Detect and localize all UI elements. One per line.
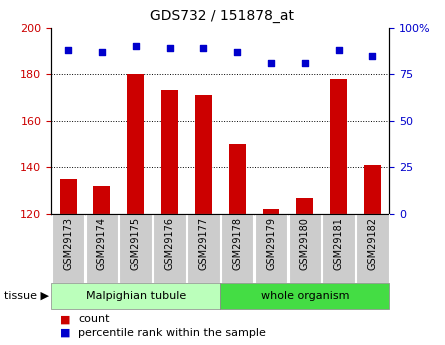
Text: GSM29176: GSM29176 xyxy=(165,217,174,270)
Bar xyxy=(364,165,381,214)
Text: whole organism: whole organism xyxy=(261,291,349,301)
Bar xyxy=(127,74,144,214)
Text: GSM29179: GSM29179 xyxy=(266,217,276,270)
Bar xyxy=(330,79,347,214)
Text: GSM29180: GSM29180 xyxy=(300,217,310,270)
Text: GSM29178: GSM29178 xyxy=(232,217,242,270)
Bar xyxy=(154,214,186,283)
Bar xyxy=(51,283,220,309)
Bar xyxy=(296,198,313,214)
Bar xyxy=(221,214,253,283)
Bar xyxy=(161,90,178,214)
Bar xyxy=(86,214,118,283)
Text: GSM29177: GSM29177 xyxy=(198,217,208,270)
Text: GSM29182: GSM29182 xyxy=(368,217,377,270)
Bar xyxy=(289,214,321,283)
Text: tissue ▶: tissue ▶ xyxy=(4,291,49,301)
Point xyxy=(335,47,342,53)
Text: GSM29175: GSM29175 xyxy=(131,217,141,270)
Text: GSM29181: GSM29181 xyxy=(334,217,344,270)
Text: ■: ■ xyxy=(60,328,71,338)
Bar xyxy=(52,214,84,283)
Bar xyxy=(255,214,287,283)
Bar xyxy=(93,186,110,214)
Bar xyxy=(356,214,388,283)
Text: percentile rank within the sample: percentile rank within the sample xyxy=(78,328,266,338)
Bar xyxy=(323,214,355,283)
Bar xyxy=(195,95,212,214)
Point xyxy=(267,60,275,66)
Bar xyxy=(120,214,152,283)
Text: Malpighian tubule: Malpighian tubule xyxy=(85,291,186,301)
Text: ■: ■ xyxy=(60,314,71,324)
Point xyxy=(301,60,308,66)
Point xyxy=(200,45,207,51)
Bar xyxy=(229,144,246,214)
Point xyxy=(369,53,376,58)
Bar xyxy=(60,179,77,214)
Text: GDS732 / 151878_at: GDS732 / 151878_at xyxy=(150,9,295,23)
Point xyxy=(234,49,241,55)
Bar xyxy=(263,209,279,214)
Bar xyxy=(220,283,389,309)
Text: GSM29174: GSM29174 xyxy=(97,217,107,270)
Point xyxy=(65,47,72,53)
Point xyxy=(132,43,139,49)
Point xyxy=(98,49,105,55)
Text: count: count xyxy=(78,314,109,324)
Point xyxy=(166,45,173,51)
Text: GSM29173: GSM29173 xyxy=(63,217,73,270)
Bar xyxy=(187,214,219,283)
